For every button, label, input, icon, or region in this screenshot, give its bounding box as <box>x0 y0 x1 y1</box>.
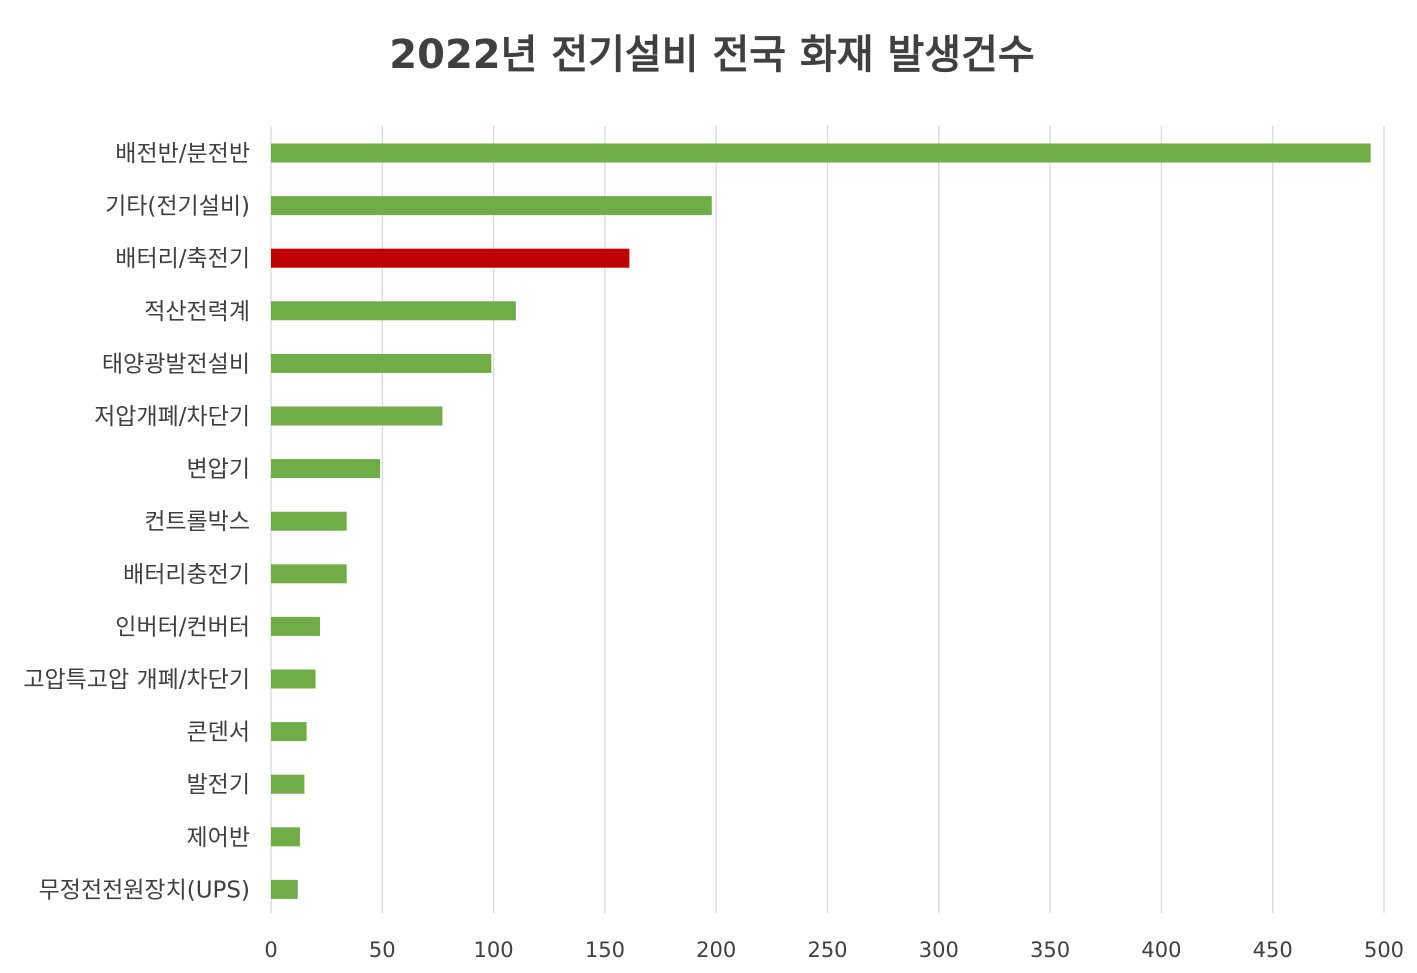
bar <box>271 564 347 584</box>
x-tick-label: 150 <box>585 938 625 962</box>
x-axis-ticks: 0 50 100 150 200 250 300 350 400 450 500 <box>264 938 1404 962</box>
category-label: 배터리충전기 <box>123 562 250 588</box>
gridlines <box>270 126 1385 913</box>
x-tick-label: 400 <box>1141 938 1181 962</box>
bar <box>271 353 492 373</box>
chart-title: 2022년 전기설비 전국 화재 발생건수 <box>389 32 1034 78</box>
category-label: 태양광발전설비 <box>102 351 250 377</box>
x-tick-label: 100 <box>474 938 514 962</box>
bar <box>271 879 298 899</box>
category-label: 적산전력계 <box>144 299 250 325</box>
x-tick-label: 200 <box>696 938 736 962</box>
bar <box>271 616 320 636</box>
x-tick-label: 50 <box>369 938 396 962</box>
category-label: 배전반/분전반 <box>115 141 250 167</box>
category-label: 기타(전기설비) <box>105 194 250 220</box>
category-label: 콘덴서 <box>187 720 250 746</box>
category-label: 변압기 <box>187 457 250 483</box>
category-label: 인버터/컨버터 <box>115 614 250 640</box>
x-tick-label: 350 <box>1030 938 1070 962</box>
bar <box>271 459 381 479</box>
bar <box>271 143 1371 163</box>
category-label: 무정전전원장치(UPS) <box>39 877 250 903</box>
bar <box>271 511 347 531</box>
bar <box>271 406 443 426</box>
bar <box>271 722 307 742</box>
category-label: 컨트롤박스 <box>144 509 250 535</box>
bar <box>271 827 300 847</box>
bar <box>271 301 516 321</box>
bar <box>271 774 305 794</box>
bar <box>271 669 316 689</box>
category-label: 제어반 <box>187 825 250 851</box>
x-tick-label: 300 <box>919 938 959 962</box>
x-tick-label: 250 <box>807 938 847 962</box>
category-label: 발전기 <box>187 772 250 798</box>
bar <box>271 196 712 216</box>
x-tick-label: 500 <box>1364 938 1404 962</box>
x-tick-label: 0 <box>264 938 277 962</box>
bars <box>271 143 1371 899</box>
category-label: 배터리/축전기 <box>115 246 250 272</box>
x-tick-label: 450 <box>1253 938 1293 962</box>
category-label: 저압개폐/차단기 <box>94 404 250 430</box>
category-label: 고압특고압 개폐/차단기 <box>23 667 250 693</box>
bar <box>271 248 630 268</box>
